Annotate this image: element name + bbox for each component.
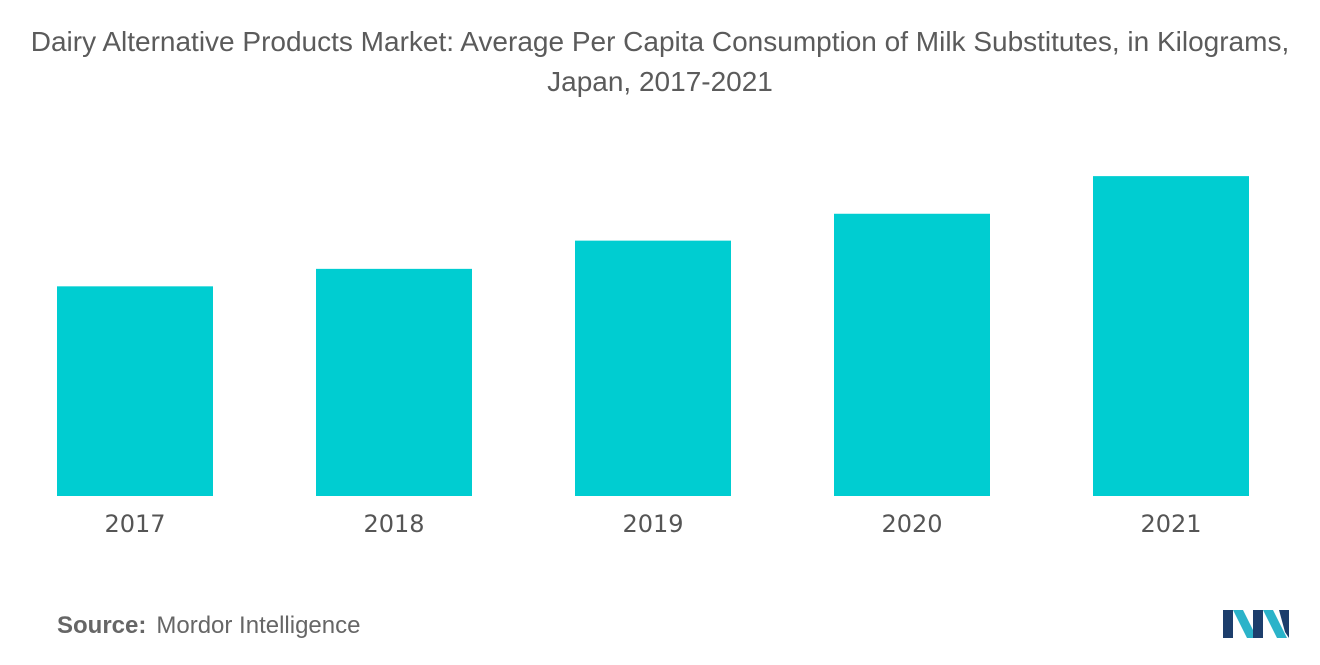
bar-2020: [834, 213, 990, 496]
bar-2021: [1093, 176, 1249, 497]
bar-2019: [575, 240, 731, 496]
x-tick-label-2017: 2017: [104, 510, 165, 538]
bar-2018: [316, 268, 472, 496]
bar-chart: 2017 2018 2019 2020 2021: [57, 176, 1249, 538]
source-line: Source: Mordor Intelligence: [57, 612, 360, 640]
x-tick-label-2020: 2020: [881, 510, 942, 538]
x-tick-label-2018: 2018: [363, 510, 424, 538]
bar-2017: [57, 286, 213, 496]
x-tick-label-2019: 2019: [622, 510, 683, 538]
x-tick-label-2021: 2021: [1140, 510, 1201, 538]
source-label: Source:: [57, 612, 147, 639]
mordor-intelligence-logo-icon: [1223, 610, 1289, 638]
source-value: Mordor Intelligence: [156, 612, 361, 639]
chart-title: Dairy Alternative Products Market: Avera…: [30, 26, 1290, 97]
